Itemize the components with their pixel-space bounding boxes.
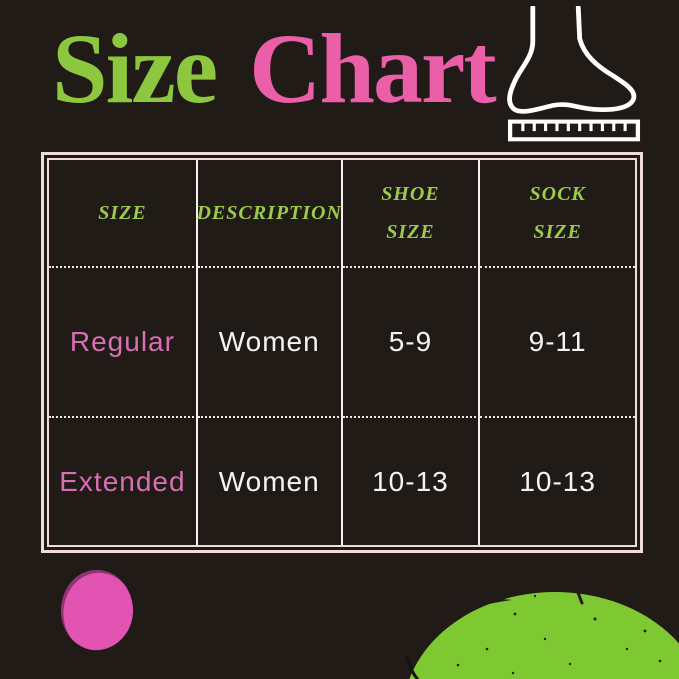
blob-left-stroke	[405, 655, 420, 679]
foot-measure-icon	[507, 6, 641, 142]
blob-speckles	[456, 594, 662, 675]
header-cell-shoe-size: SHOE SIZE	[343, 160, 481, 266]
shoe-size-value: 10-13	[372, 465, 449, 497]
size-chart-table-grid: SIZE DESCRIPTION SHOE SIZE SOCK SIZE Reg…	[47, 158, 637, 547]
description-value: Women	[218, 465, 320, 497]
table-row-extended-shoe-size: 10-13	[342, 416, 481, 545]
blob-highlight-crescent	[442, 599, 512, 618]
size-chart-table: SIZE DESCRIPTION SHOE SIZE SOCK SIZE Reg…	[41, 152, 643, 553]
ruler-icon	[507, 119, 641, 142]
table-row-extended-size: Extended	[49, 416, 198, 545]
pink-circle-decoration	[57, 566, 137, 654]
sock-size-value: 10-13	[519, 465, 596, 497]
size-value: Extended	[59, 465, 186, 497]
header-cell-sock-size: SOCK SIZE	[480, 160, 635, 266]
ruler-ticks-icon	[521, 122, 627, 132]
table-row-regular-shoe-size: 5-9	[342, 266, 481, 416]
sock-size-value: 9-11	[528, 326, 587, 357]
column-header: SOCK SIZE	[529, 183, 586, 243]
table-row-extended-sock-size: 10-13	[480, 416, 635, 545]
table-row-regular-description: Women	[197, 266, 343, 416]
title-word-chart: Chart	[249, 13, 497, 124]
green-blob-shape	[409, 592, 679, 679]
shoe-size-value: 5-9	[388, 326, 433, 357]
size-value: Regular	[69, 326, 175, 357]
description-value: Women	[218, 326, 320, 357]
header-cell-size: SIZE	[49, 160, 198, 266]
foot-outline-icon	[507, 6, 637, 114]
table-row-extended-description: Women	[197, 416, 343, 545]
column-header: SHOE SIZE	[381, 183, 440, 243]
table-row-regular-sock-size: 9-11	[480, 266, 635, 416]
title-word-size: Size	[52, 13, 218, 124]
column-header: DESCRIPTION	[196, 202, 342, 224]
page-title: Size Chart	[52, 13, 497, 124]
green-blob-decoration	[405, 588, 679, 679]
blob-notch	[575, 588, 584, 605]
header-cell-description: DESCRIPTION	[196, 160, 343, 266]
column-header: SIZE	[98, 202, 147, 224]
table-row-regular-size: Regular	[49, 266, 198, 416]
